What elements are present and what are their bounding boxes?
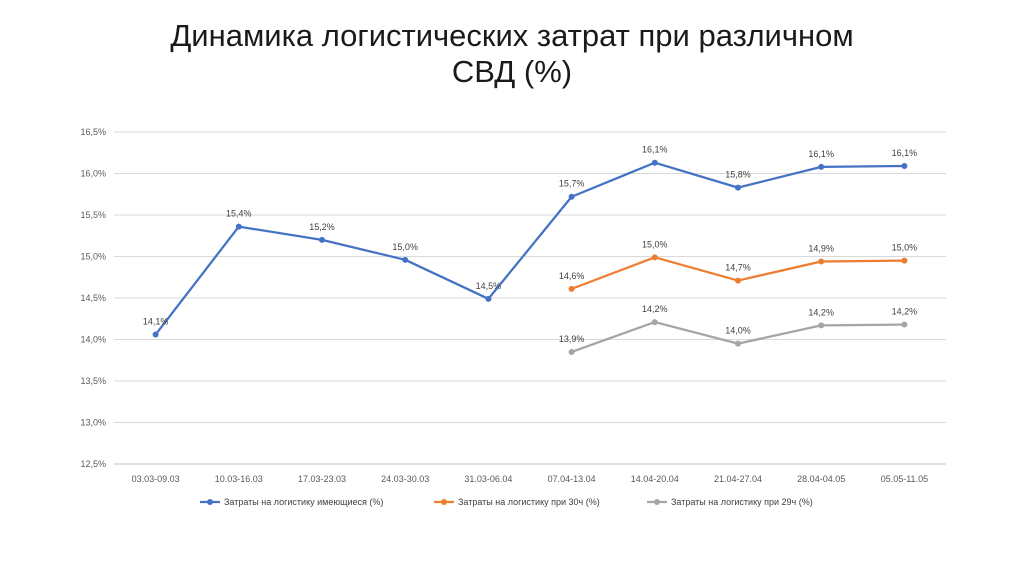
data-point — [901, 321, 908, 328]
legend-label: Затраты на логистику имеющиеся (%) — [224, 497, 383, 507]
x-tick-label: 24.03-30.03 — [381, 474, 429, 484]
gridlines — [114, 131, 946, 465]
data-point — [651, 319, 658, 326]
legend-swatch-marker — [207, 499, 213, 505]
x-tick-label: 17.03-23.03 — [298, 474, 346, 484]
data-label: 14,2% — [642, 304, 668, 314]
legend-item-3: Затраты на логистику при 29ч (%) — [647, 497, 813, 507]
data-label: 13,9% — [559, 334, 585, 344]
data-point — [818, 258, 825, 265]
legend-label: Затраты на логистику при 30ч (%) — [458, 497, 600, 507]
data-point — [651, 254, 658, 261]
data-label: 14,6% — [559, 271, 585, 281]
x-tick-label: 05.05-11.05 — [881, 474, 928, 484]
x-tick-label: 28.04-04.05 — [797, 474, 845, 484]
legend: Затраты на логистику имеющиеся (%) Затрат… — [200, 497, 813, 507]
title-line-2: СВД (%) — [451, 54, 573, 89]
x-axis: 03.03-09.03 10.03-16.03 17.03-23.03 24.03-3… — [132, 474, 929, 484]
data-point — [735, 184, 741, 191]
data-point — [818, 322, 825, 329]
y-tick-label: 14,0% — [80, 335, 106, 345]
data-label: 14,7% — [725, 263, 751, 273]
data-label: 16,1% — [892, 148, 918, 158]
series-3: 13,9% 14,2% 14,0% 14,2% 14,2% — [559, 304, 917, 355]
y-axis: 12,5% 13,0% 13,5% 14,0% 14,5% 15,0% 15,5% 16,0%… — [80, 127, 106, 469]
x-tick-label: 10.03-16.03 — [215, 474, 263, 484]
legend-label: Затраты на логистику при 29ч (%) — [671, 497, 813, 507]
data-point — [735, 277, 741, 284]
series-2: 14,6% 15,0% 14,7% 14,9% 15,0% — [559, 239, 917, 292]
data-label: 16,1% — [808, 149, 834, 159]
x-tick-label: 03.03-09.03 — [132, 474, 180, 484]
x-tick-label: 31.03-06.04 — [464, 474, 512, 484]
data-label: 15,2% — [309, 222, 335, 232]
data-point — [485, 295, 492, 302]
y-tick-label: 12,5% — [80, 459, 106, 469]
y-tick-label: 13,0% — [80, 418, 106, 428]
data-label: 15,0% — [642, 239, 668, 249]
legend-swatch-marker — [654, 499, 660, 505]
data-label: 14,0% — [725, 326, 751, 336]
legend-item-1: Затраты на логистику имеющиеся (%) — [200, 497, 383, 507]
chart-title: Динамика логистических затрат при различ… — [0, 18, 1024, 90]
y-tick-label: 15,0% — [80, 252, 106, 262]
data-label: 15,4% — [226, 209, 252, 219]
data-label: 15,0% — [392, 242, 418, 252]
data-point — [568, 285, 575, 292]
y-tick-label: 14,5% — [80, 293, 106, 303]
x-tick-label: 21.04-27.04 — [714, 474, 762, 484]
data-label: 14,2% — [808, 307, 834, 317]
data-point — [901, 257, 908, 264]
data-point — [651, 159, 658, 166]
y-tick-label: 13,5% — [80, 376, 106, 386]
data-label: 15,0% — [892, 243, 918, 253]
data-point — [568, 193, 575, 200]
data-label: 14,1% — [143, 317, 169, 327]
x-tick-label: 14.04-20.04 — [631, 474, 679, 484]
data-point — [152, 331, 159, 338]
series-1: 14,1% 15,4% 15,2% 15,0% 14,5% 15,7% 16,1% 15,8%… — [143, 145, 917, 338]
data-point — [402, 256, 409, 263]
y-tick-label: 16,0% — [80, 169, 106, 179]
data-point — [735, 340, 741, 347]
data-label: 15,8% — [725, 170, 751, 180]
data-label: 15,7% — [559, 179, 585, 189]
y-tick-label: 15,5% — [80, 210, 106, 220]
data-label: 14,5% — [476, 281, 502, 291]
data-point — [319, 236, 325, 243]
series-line — [154, 161, 905, 336]
data-label: 14,2% — [892, 307, 918, 317]
x-tick-label: 07.04-13.04 — [548, 474, 596, 484]
data-point — [818, 163, 825, 170]
legend-item-2: Затраты на логистику при 30ч (%) — [434, 497, 600, 507]
data-label: 16,1% — [642, 145, 668, 155]
legend-swatch-marker — [441, 499, 447, 505]
data-point — [901, 163, 908, 170]
y-tick-label: 16,5% — [80, 127, 106, 137]
data-point — [568, 348, 575, 355]
series-group: 14,1% 15,4% 15,2% 15,0% 14,5% 15,7% 16,1% 15,8%… — [143, 145, 917, 355]
data-point — [235, 223, 242, 230]
title-line-1: Динамика логистических затрат при различ… — [170, 18, 854, 53]
data-label: 14,9% — [808, 243, 834, 253]
